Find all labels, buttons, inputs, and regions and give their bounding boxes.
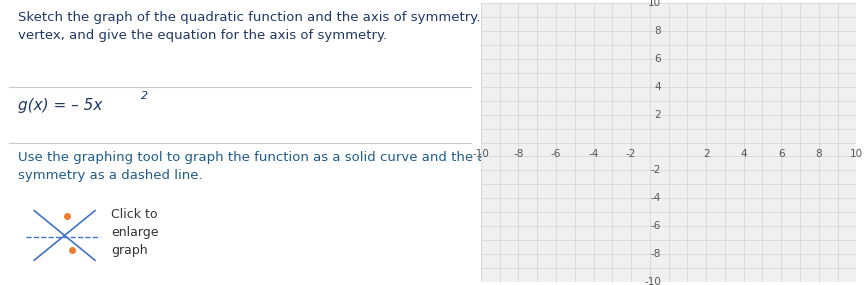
Text: -4: -4 bbox=[588, 149, 599, 160]
Text: 2: 2 bbox=[141, 91, 148, 101]
Text: Sketch the graph of the quadratic function and the axis of symmetry. State the
v: Sketch the graph of the quadratic functi… bbox=[18, 11, 546, 42]
Text: -10: -10 bbox=[472, 149, 490, 160]
Text: 6: 6 bbox=[778, 149, 785, 160]
Text: 4: 4 bbox=[740, 149, 747, 160]
Text: 8: 8 bbox=[655, 26, 661, 36]
Text: -2: -2 bbox=[650, 165, 661, 176]
Text: -4: -4 bbox=[650, 193, 661, 203]
Text: -6: -6 bbox=[650, 221, 661, 231]
Text: 10: 10 bbox=[849, 149, 863, 160]
Text: g(x) = – 5x: g(x) = – 5x bbox=[18, 98, 102, 113]
Text: 2: 2 bbox=[703, 149, 709, 160]
Text: 6: 6 bbox=[655, 54, 661, 64]
Text: -8: -8 bbox=[650, 249, 661, 259]
Text: 10: 10 bbox=[648, 0, 661, 8]
Text: -10: -10 bbox=[644, 277, 661, 285]
Text: -2: -2 bbox=[626, 149, 637, 160]
Text: 2: 2 bbox=[655, 109, 661, 120]
Text: Click to
enlarge
graph: Click to enlarge graph bbox=[112, 208, 159, 257]
Text: -8: -8 bbox=[513, 149, 523, 160]
Text: Use the graphing tool to graph the function as a solid curve and the axis of
sym: Use the graphing tool to graph the funct… bbox=[18, 151, 521, 182]
Text: 8: 8 bbox=[816, 149, 822, 160]
Text: 4: 4 bbox=[655, 82, 661, 92]
Text: -6: -6 bbox=[551, 149, 561, 160]
